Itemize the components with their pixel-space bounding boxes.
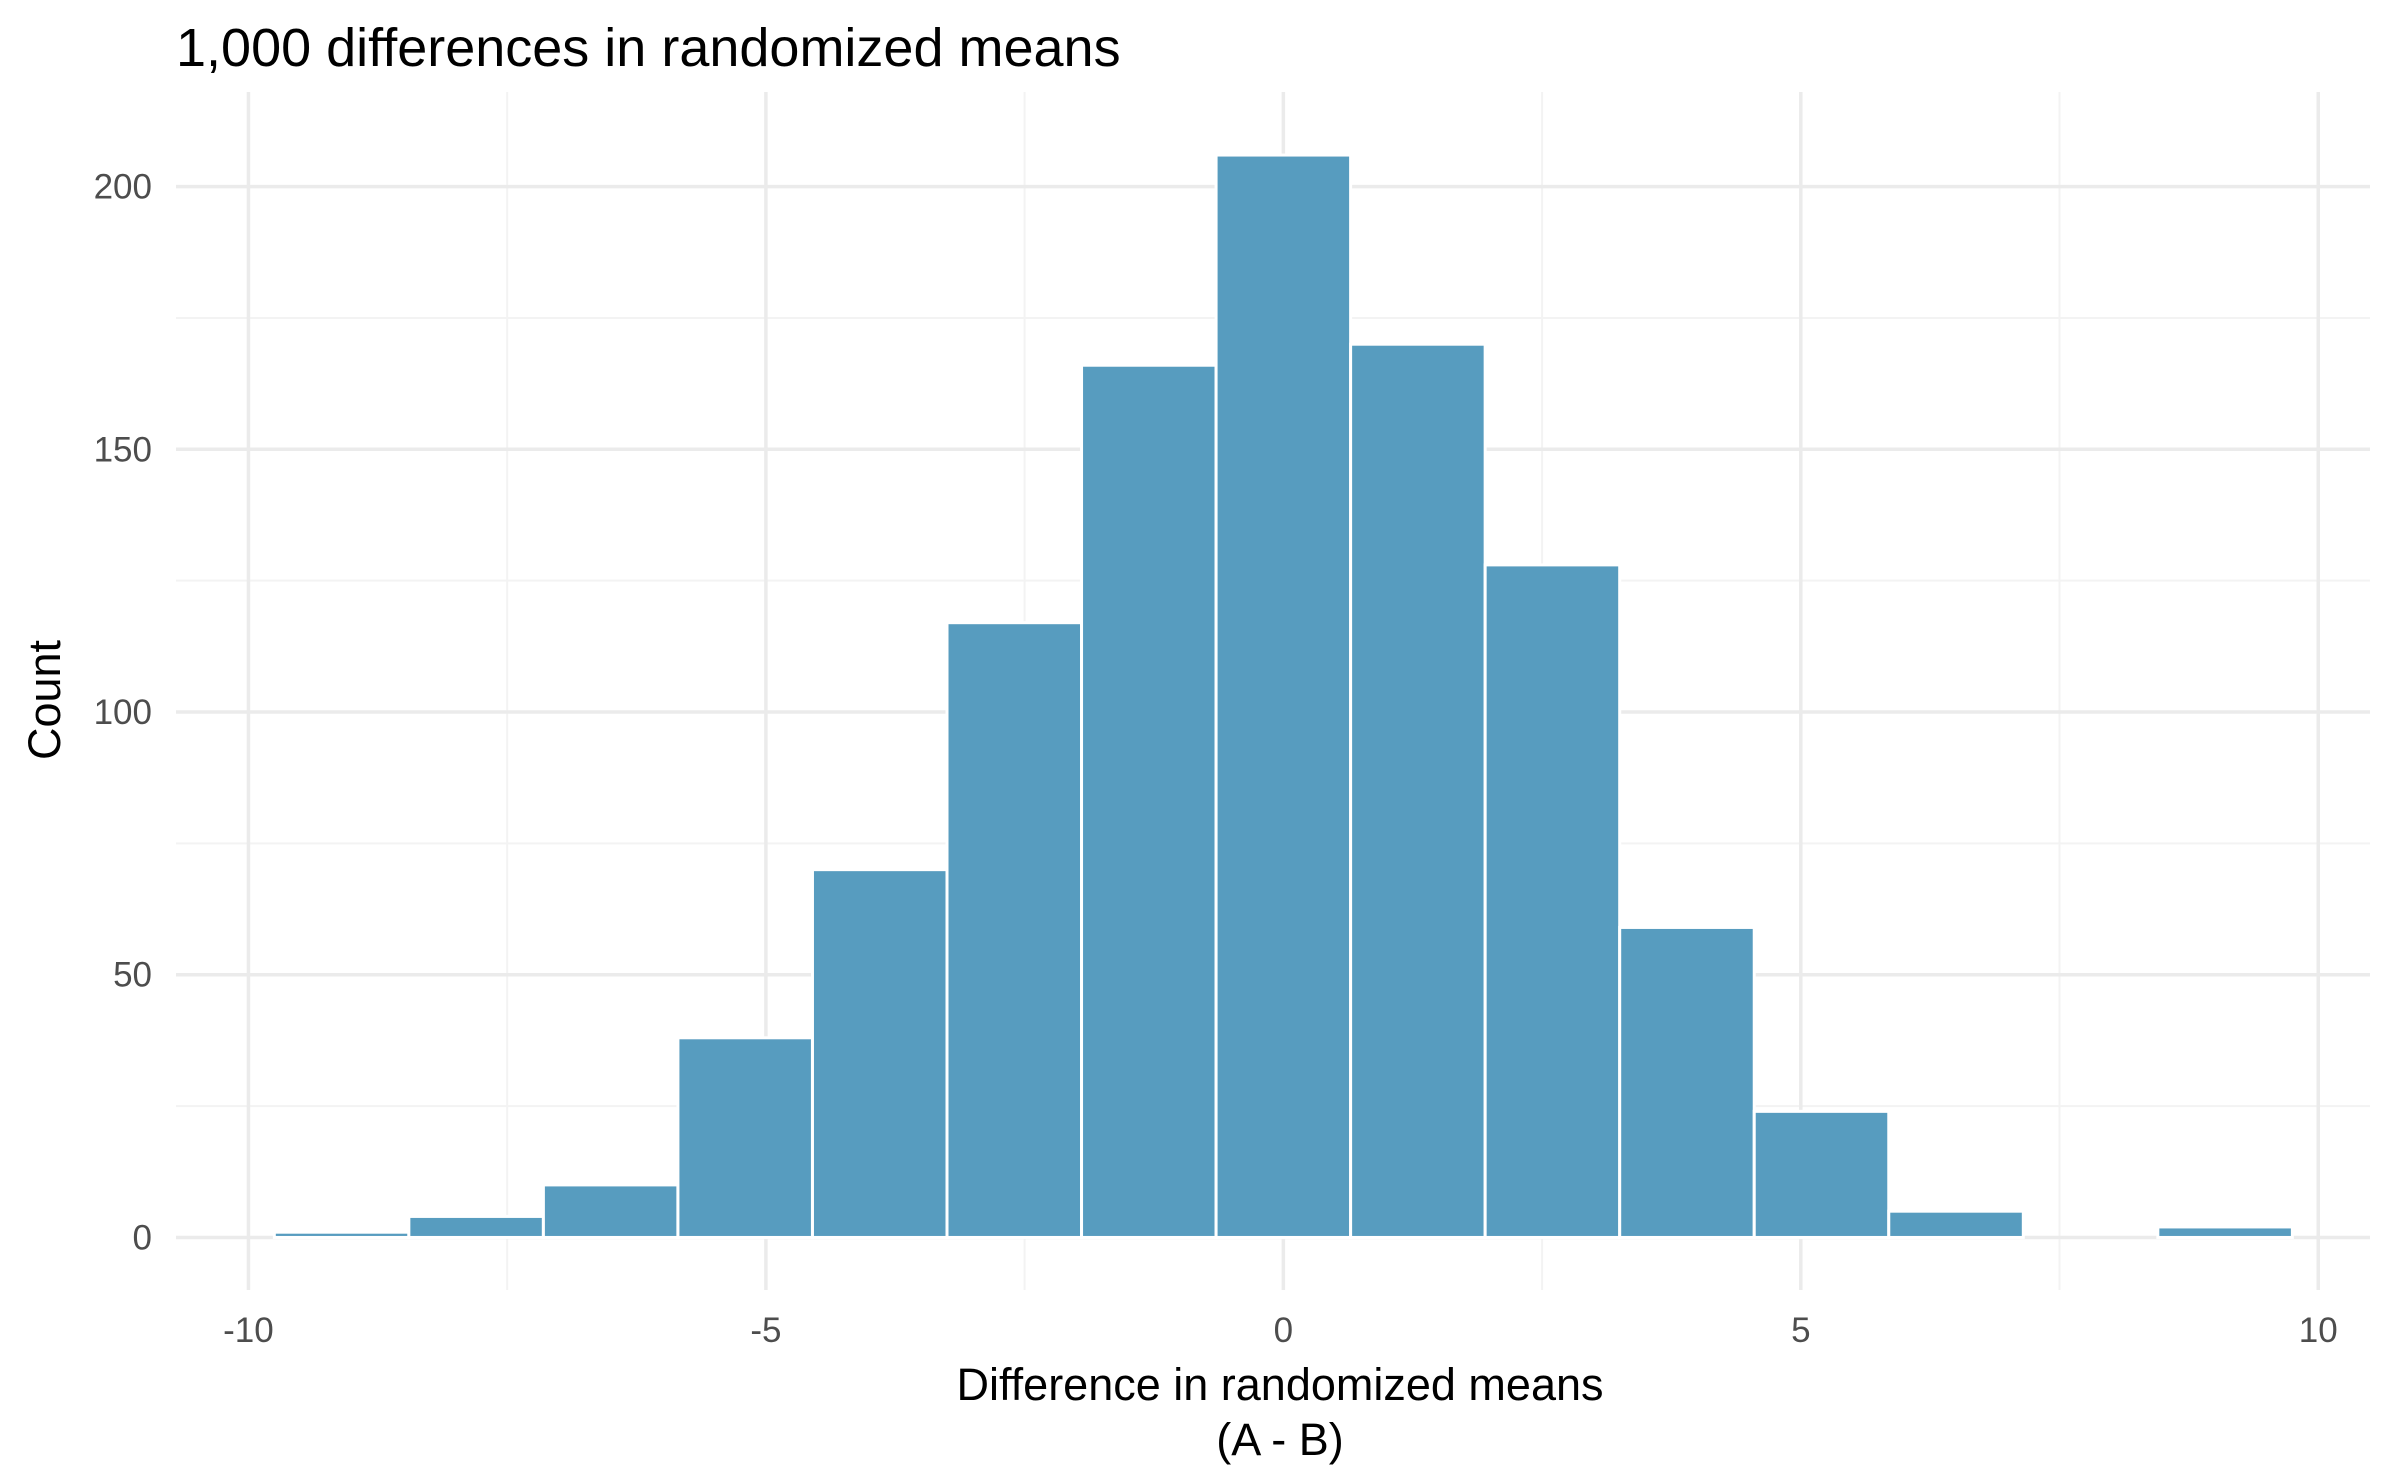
chart-title: 1,000 differences in randomized means — [176, 18, 1121, 78]
x-tick-label: 0 — [1274, 1311, 1293, 1350]
histogram-bar — [272, 1230, 411, 1239]
y-tick-label: 100 — [94, 693, 152, 732]
histogram-bar — [1618, 925, 1756, 1239]
histogram-bar — [541, 1183, 680, 1239]
histogram-bar — [1887, 1209, 2025, 1239]
x-tick-label: -5 — [750, 1311, 781, 1350]
x-axis-title: Difference in randomized means — [956, 1359, 1603, 1410]
histogram-bar — [2156, 1225, 2294, 1239]
histogram-bar — [1349, 342, 1487, 1239]
ticks-layer: 0 50 100 150 200 -10 -5 0 5 10 — [94, 168, 2338, 1350]
histogram-bar — [945, 621, 1084, 1239]
y-tick-label: 0 — [133, 1218, 152, 1257]
x-tick-label: 10 — [2299, 1311, 2338, 1350]
histogram-bar — [1214, 153, 1353, 1239]
x-axis-subtitle: (A - B) — [1216, 1414, 1344, 1465]
y-tick-label: 50 — [113, 956, 152, 995]
bars-layer — [272, 153, 2294, 1239]
y-tick-label: 150 — [94, 430, 152, 469]
histogram-bar — [1483, 563, 1622, 1239]
y-axis-title: Count — [19, 639, 70, 760]
x-tick-label: 5 — [1791, 1311, 1810, 1350]
histogram-bar — [810, 868, 949, 1239]
histogram-bar — [1752, 1109, 1891, 1239]
histogram-bar — [676, 1036, 814, 1239]
y-tick-label: 200 — [94, 168, 152, 207]
histogram-bar — [407, 1214, 545, 1239]
x-tick-label: -10 — [223, 1311, 274, 1350]
histogram-bar — [1080, 363, 1218, 1239]
